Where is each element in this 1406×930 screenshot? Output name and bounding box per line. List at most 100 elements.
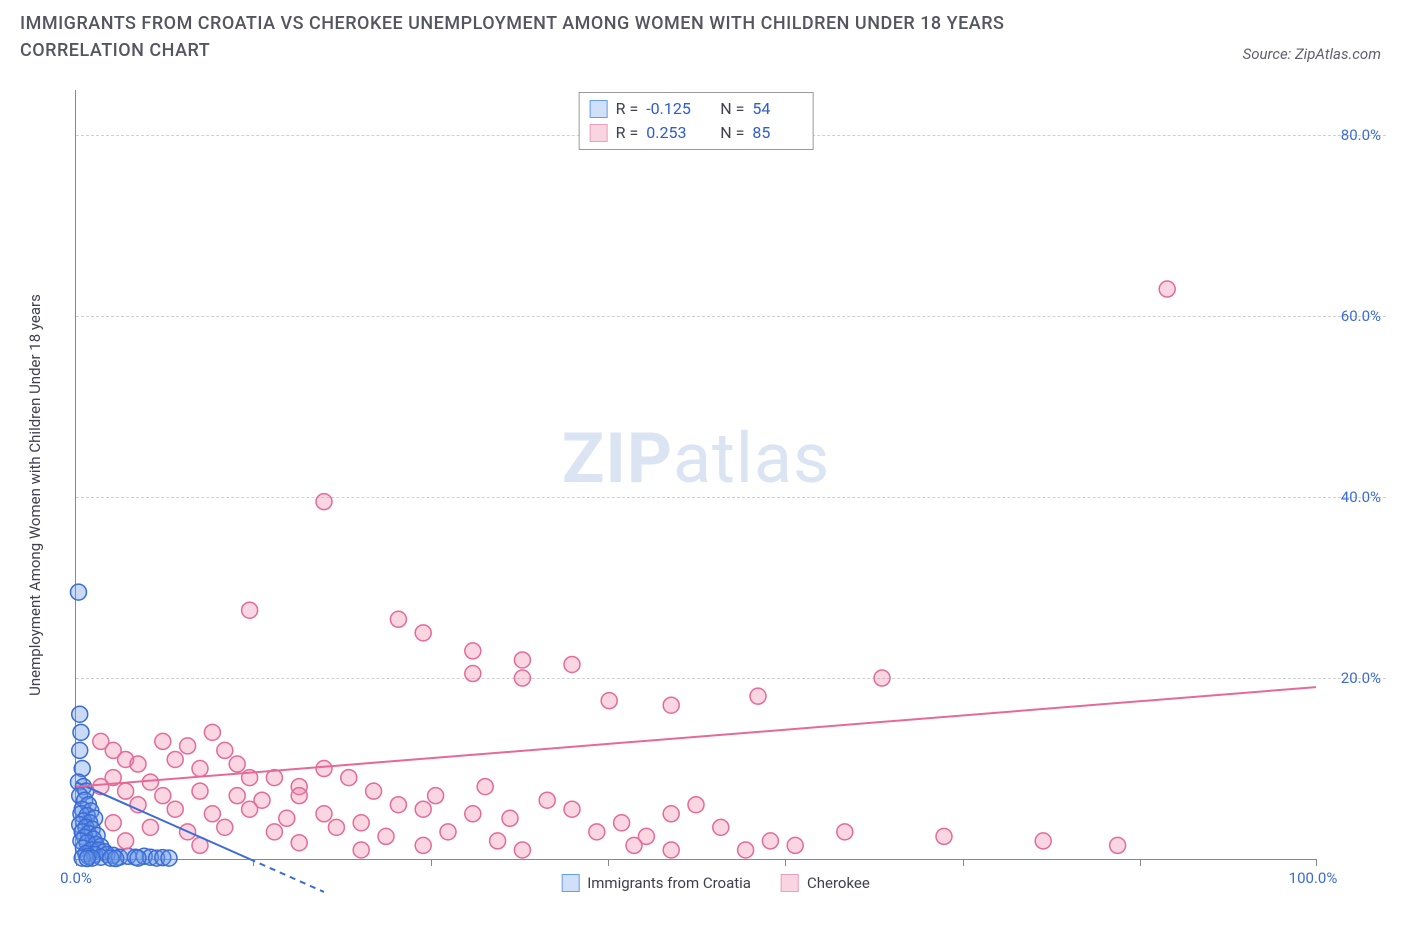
data-point [415, 837, 431, 853]
data-point [266, 824, 282, 840]
data-point [514, 670, 530, 686]
stats-row: R =-0.125 N =54 [590, 97, 803, 121]
data-point [72, 742, 88, 758]
trend-line [76, 687, 1316, 787]
data-point [108, 851, 124, 867]
x-tick [1140, 859, 1141, 866]
data-point [217, 819, 233, 835]
data-point [514, 652, 530, 668]
legend-swatch [561, 874, 579, 892]
data-point [155, 788, 171, 804]
data-point [353, 842, 369, 858]
stat-n-value: 54 [752, 97, 802, 121]
legend-item: Cherokee [781, 874, 870, 892]
data-point [750, 688, 766, 704]
data-point [465, 643, 481, 659]
data-point [279, 810, 295, 826]
legend-item: Immigrants from Croatia [561, 874, 751, 892]
data-point [291, 835, 307, 851]
data-point [204, 724, 220, 740]
plot-svg [76, 90, 1316, 859]
data-point [79, 851, 95, 867]
stats-row: R =0.253 N =85 [590, 121, 803, 145]
data-point [738, 842, 754, 858]
x-tick [785, 859, 786, 866]
data-point [762, 833, 778, 849]
data-point [626, 837, 642, 853]
trend-line-dashed [250, 859, 324, 892]
data-point [204, 806, 220, 822]
legend-swatch [590, 100, 608, 118]
data-point [118, 833, 134, 849]
data-point [787, 837, 803, 853]
data-point [1159, 281, 1175, 297]
data-point [316, 806, 332, 822]
data-point [118, 783, 134, 799]
data-point [589, 824, 605, 840]
data-point [167, 751, 183, 767]
data-point [502, 810, 518, 826]
data-point [663, 842, 679, 858]
data-point [490, 833, 506, 849]
data-point [366, 783, 382, 799]
data-point [130, 850, 146, 866]
data-point [142, 819, 158, 835]
data-point [465, 666, 481, 682]
data-point [465, 806, 481, 822]
x-tick [431, 859, 432, 866]
y-tick-label: 40.0% [1341, 488, 1381, 506]
data-point [713, 819, 729, 835]
data-point [874, 670, 890, 686]
y-axis-label: Unemployment Among Women with Children U… [26, 294, 44, 696]
data-point [688, 797, 704, 813]
stat-n-label: N = [720, 97, 744, 121]
data-point [242, 801, 258, 817]
data-point [440, 824, 456, 840]
data-point [663, 697, 679, 713]
data-point [415, 625, 431, 641]
data-point [229, 788, 245, 804]
y-tick-label: 80.0% [1341, 126, 1381, 144]
stat-n-label: N = [720, 121, 744, 145]
x-tick [1316, 859, 1317, 866]
stat-r-label: R = [616, 121, 639, 145]
data-point [70, 584, 86, 600]
data-point [663, 806, 679, 822]
data-point [180, 738, 196, 754]
data-point [155, 733, 171, 749]
stats-legend-box: R = -0.125 N = 54R =0.253 N =85 [579, 92, 814, 150]
source-label: Source: ZipAtlas.com [1243, 45, 1381, 63]
plot-area: ZIPatlas R =-0.125 N =54R =0.253 N =85 2… [75, 90, 1316, 860]
data-point [316, 761, 332, 777]
data-point [936, 828, 952, 844]
legend-swatch [590, 124, 608, 142]
data-point [73, 724, 89, 740]
data-point [601, 693, 617, 709]
data-point [353, 815, 369, 831]
data-point [378, 828, 394, 844]
data-point [539, 792, 555, 808]
x-tick-label: 100.0% [1289, 869, 1338, 887]
chart-container: Unemployment Among Women with Children U… [45, 90, 1386, 900]
data-point [341, 770, 357, 786]
data-point [105, 815, 121, 831]
legend-swatch [781, 874, 799, 892]
data-point [167, 801, 183, 817]
data-point [217, 742, 233, 758]
data-point [130, 756, 146, 772]
data-point [161, 850, 177, 866]
x-tick [608, 859, 609, 866]
data-point [837, 824, 853, 840]
legend-label: Immigrants from Croatia [587, 874, 751, 892]
data-point [192, 783, 208, 799]
data-point [229, 756, 245, 772]
data-point [390, 797, 406, 813]
x-tick [963, 859, 964, 866]
data-point [564, 656, 580, 672]
stat-r-value: -0.125 [646, 97, 696, 121]
data-point [328, 819, 344, 835]
data-point [614, 815, 630, 831]
x-tick-label: 0.0% [60, 869, 92, 887]
data-point [415, 801, 431, 817]
data-point [390, 611, 406, 627]
